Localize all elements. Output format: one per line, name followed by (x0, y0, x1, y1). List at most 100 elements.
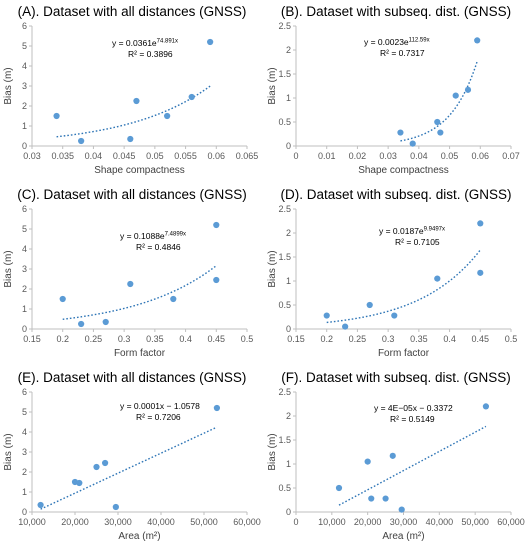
data-point (398, 506, 405, 513)
y-tick-label: 1 (22, 121, 27, 131)
y-tick-label: 2 (22, 467, 27, 477)
data-point (213, 276, 220, 284)
x-tick-label: 0.35 (146, 334, 164, 344)
chart-svg: (B). Dataset with subseq. dist. (GNSS)00… (267, 4, 520, 176)
data-point (323, 312, 330, 319)
data-point (127, 280, 134, 288)
data-point (37, 501, 44, 509)
data-point (434, 118, 441, 126)
x-axis-label: Area (m²) (118, 531, 160, 542)
y-axis-label: Bias (m) (3, 67, 14, 104)
x-axis-label: Area (m²) (382, 531, 424, 542)
trend-equation: y = 0.0361e74.891x (112, 38, 178, 48)
x-tick-label: 0 (293, 517, 298, 527)
data-point (366, 301, 373, 309)
data-point (207, 38, 214, 46)
r-squared-label: R² = 0.5149 (390, 414, 435, 424)
panel-e: (E). Dataset with all distances (GNSS) 0 1… (0, 366, 264, 549)
y-tick-label: 4 (22, 244, 27, 254)
y-tick-label: 0 (22, 507, 27, 517)
x-tick-label: 0 (293, 151, 298, 161)
x-tick-label: 0.06 (472, 151, 490, 161)
y-tick-label: 1 (22, 487, 27, 497)
y-tick-label: 0 (286, 324, 291, 334)
y-tick-label: 3 (22, 81, 27, 91)
x-tick-label: 0.5 (241, 334, 254, 344)
trend-equation-main: y = 0.1088e (120, 231, 165, 241)
data-point (78, 320, 85, 328)
y-axis-label: Bias (m) (267, 250, 278, 287)
trendline (326, 249, 481, 324)
data-point (364, 458, 371, 465)
y-tick-label: 0.5 (278, 117, 291, 127)
y-axis-label: Bias (m) (3, 250, 14, 287)
x-tick-label: 0.4 (179, 334, 192, 344)
x-tick-label: 0.3 (118, 334, 131, 344)
chart-svg: (C). Dataset with all distances (GNSS) 0 1… (3, 187, 254, 359)
y-tick-label: 0 (22, 324, 27, 334)
y-tick-label: 1.5 (278, 435, 291, 445)
x-axis-label: Shape compactness (358, 165, 449, 176)
r-squared-label: R² = 0.4846 (136, 242, 181, 252)
x-tick-label: 0.01 (318, 151, 336, 161)
y-tick-label: 5 (22, 41, 27, 51)
x-tick-label: 20,000 (354, 517, 382, 527)
y-tick-label: 1 (286, 93, 291, 103)
y-tick-label: 0 (286, 141, 291, 151)
trend-equation-exponent: 9.9497x (424, 227, 445, 233)
data-point (382, 495, 389, 502)
x-tick-label: 0.45 (208, 334, 226, 344)
x-tick-label: 50,000 (461, 517, 489, 527)
y-tick-label: 1.5 (278, 252, 291, 262)
y-axis-label: Bias (m) (267, 67, 278, 104)
x-tick-label: 0.07 (502, 151, 520, 161)
y-tick-label: 1 (286, 459, 291, 469)
x-tick-label: 0.4 (443, 334, 456, 344)
trendline (56, 85, 211, 138)
trend-equation-exponent: 74.891x (157, 39, 178, 45)
x-tick-label: 0.2 (56, 334, 69, 344)
chart-svg: (A). Dataset with all distances (GNSS) 0 1… (3, 4, 259, 176)
x-tick-label: 0.15 (287, 334, 305, 344)
y-tick-label: 0 (286, 507, 291, 517)
x-tick-label: 0.45 (472, 334, 490, 344)
data-point (213, 404, 220, 412)
trend-equation-exponent: 112.59x (409, 38, 430, 44)
y-tick-label: 2 (286, 411, 291, 421)
trend-equation-main: y = 0.0001x − 1.0578 (120, 401, 200, 411)
x-tick-label: 0.15 (23, 334, 41, 344)
panel-b: (B). Dataset with subseq. dist. (GNSS) 0 0… (264, 0, 528, 183)
y-tick-label: 4 (22, 61, 27, 71)
x-tick-label: 10,000 (18, 517, 46, 527)
trend-equation: y = 0.0001x − 1.0578 (120, 401, 200, 411)
y-axis-label: Bias (m) (3, 433, 14, 470)
trendline (62, 265, 217, 320)
trend-equation-main: y = 0.0187e (379, 226, 424, 236)
x-tick-label: 0.5 (505, 334, 518, 344)
x-axis-label: Shape compactness (94, 165, 185, 176)
data-point (464, 86, 472, 93)
data-point (477, 220, 484, 227)
x-tick-label: 60,000 (233, 517, 261, 527)
y-tick-label: 3 (22, 264, 27, 274)
chart-title: (F). Dataset with subseq. dist. (GNSS) (281, 370, 511, 385)
panel-f: (F). Dataset with subseq. dist. (GNSS) 0 0… (264, 366, 528, 549)
y-axis-label: Bias (m) (267, 433, 278, 470)
y-tick-label: 2 (22, 284, 27, 294)
data-point (164, 112, 171, 120)
y-tick-label: 5 (22, 224, 27, 234)
trend-equation: y = 0.1088e7.4899x (120, 231, 186, 241)
x-tick-label: 0.04 (85, 151, 103, 161)
x-tick-label: 30,000 (104, 517, 132, 527)
data-point (76, 479, 83, 487)
x-tick-label: 0.065 (236, 151, 259, 161)
y-tick-label: 2.5 (278, 387, 291, 397)
trend-equation-main: y = 0.0361e (112, 38, 157, 48)
x-tick-label: 30,000 (390, 517, 418, 527)
x-tick-label: 0.25 (85, 334, 103, 344)
data-point (170, 295, 177, 303)
r-squared-label: R² = 0.7206 (136, 412, 181, 422)
chart-svg: (D). Dataset with subseq. dist. (GNSS)00… (267, 187, 518, 359)
data-point (409, 140, 416, 147)
data-point (342, 323, 349, 330)
